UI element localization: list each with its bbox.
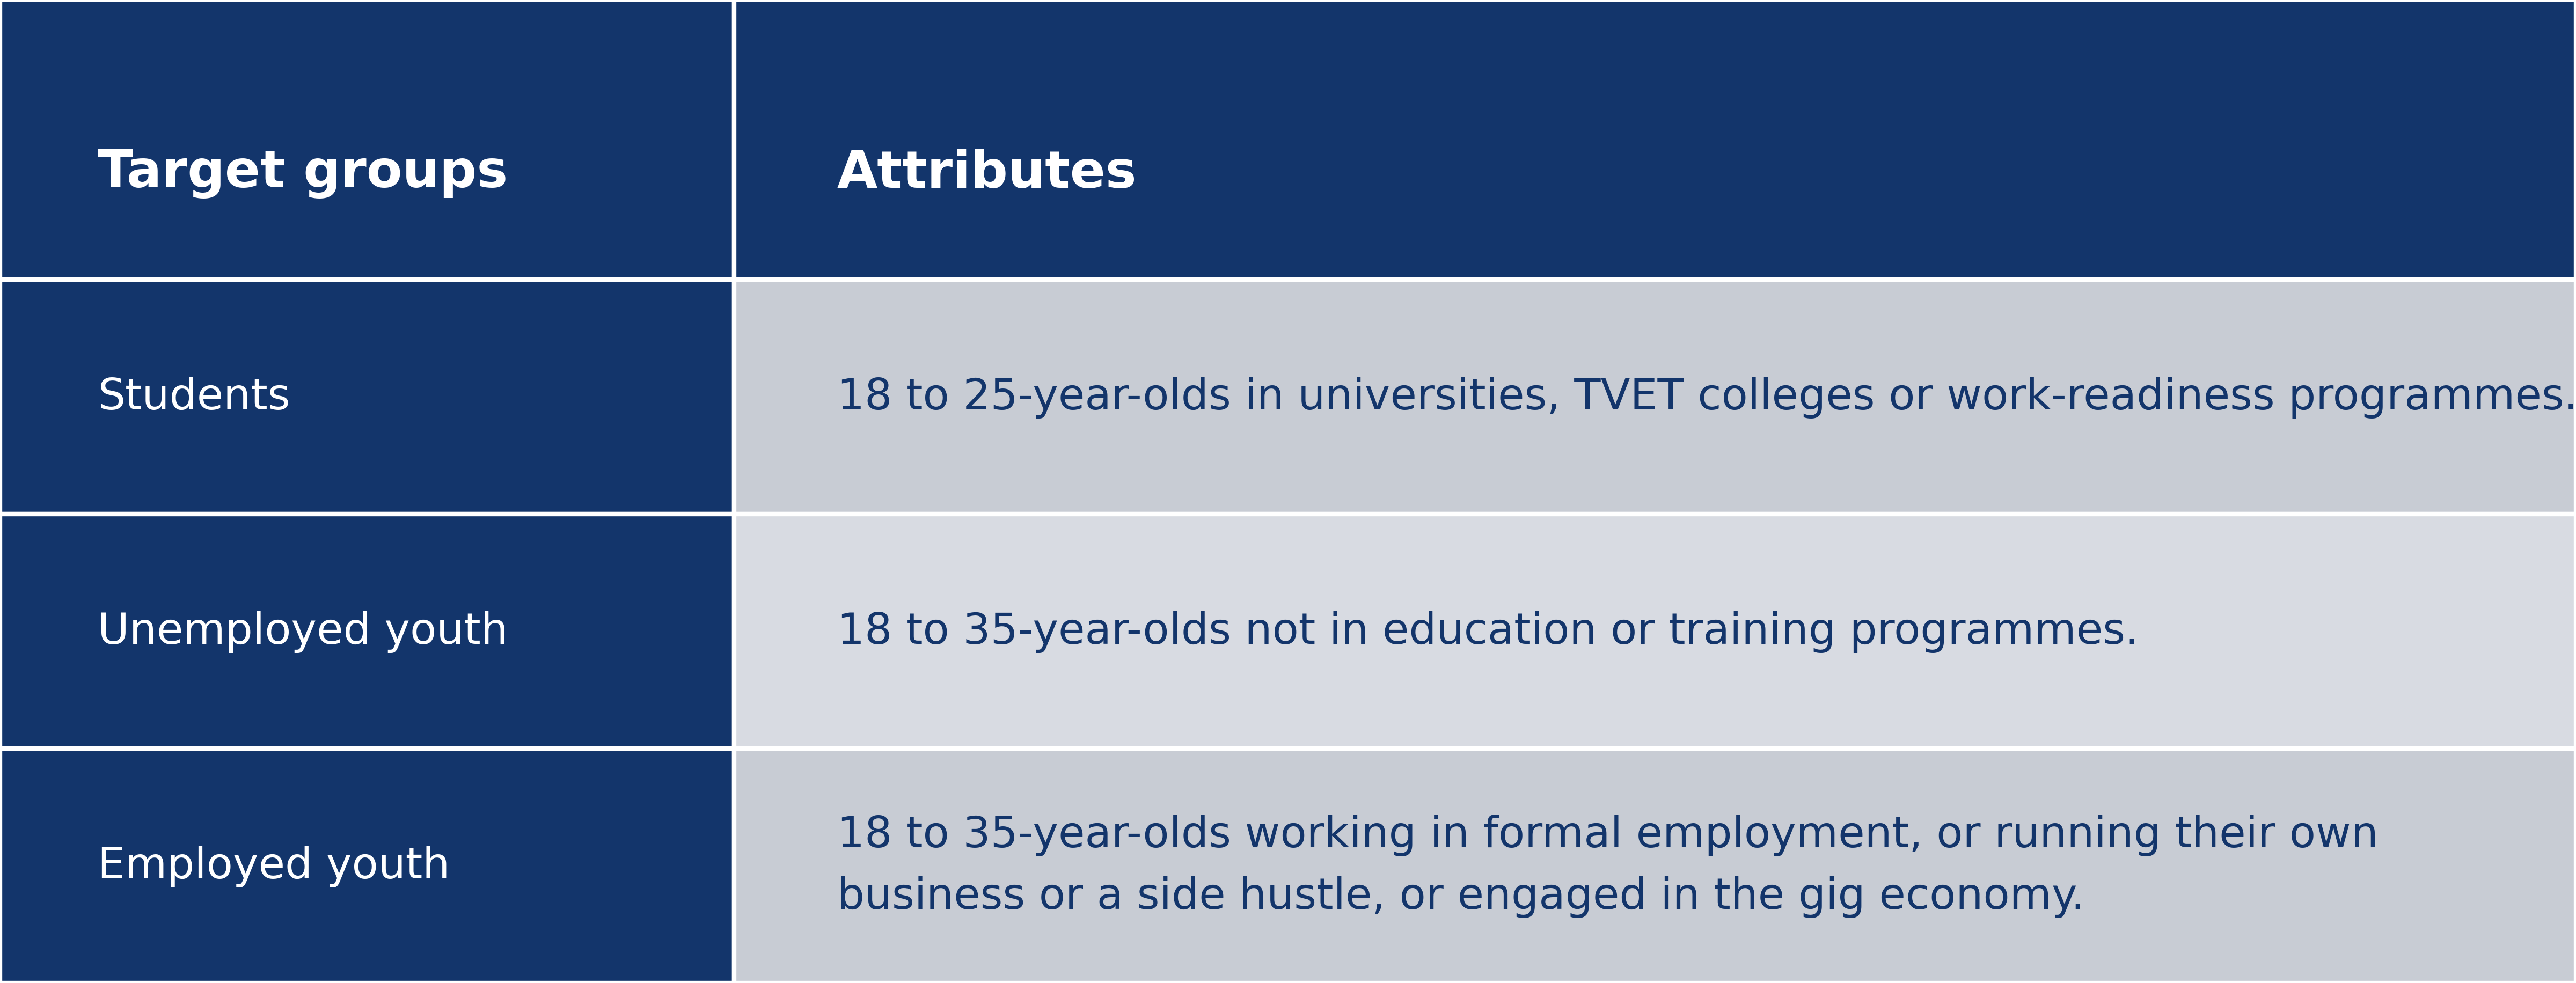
Bar xyxy=(0,514,734,749)
Bar xyxy=(734,280,2576,514)
Text: Unemployed youth: Unemployed youth xyxy=(98,610,507,653)
Text: 18 to 35-year-olds not in education or training programmes.: 18 to 35-year-olds not in education or t… xyxy=(837,610,2138,653)
Text: Students: Students xyxy=(98,376,291,418)
Bar xyxy=(0,280,734,514)
Bar xyxy=(734,0,2576,280)
Text: Target groups: Target groups xyxy=(98,148,507,199)
Text: 18 to 35-year-olds working in formal employment, or running their own
business o: 18 to 35-year-olds working in formal emp… xyxy=(837,814,2378,917)
Text: 18 to 25-year-olds in universities, TVET colleges or work-readiness programmes.: 18 to 25-year-olds in universities, TVET… xyxy=(837,376,2576,418)
Bar xyxy=(0,749,734,983)
Bar xyxy=(734,749,2576,983)
Text: Employed youth: Employed youth xyxy=(98,845,451,887)
Text: Attributes: Attributes xyxy=(837,148,1136,199)
Bar xyxy=(0,0,734,280)
Bar xyxy=(734,514,2576,749)
